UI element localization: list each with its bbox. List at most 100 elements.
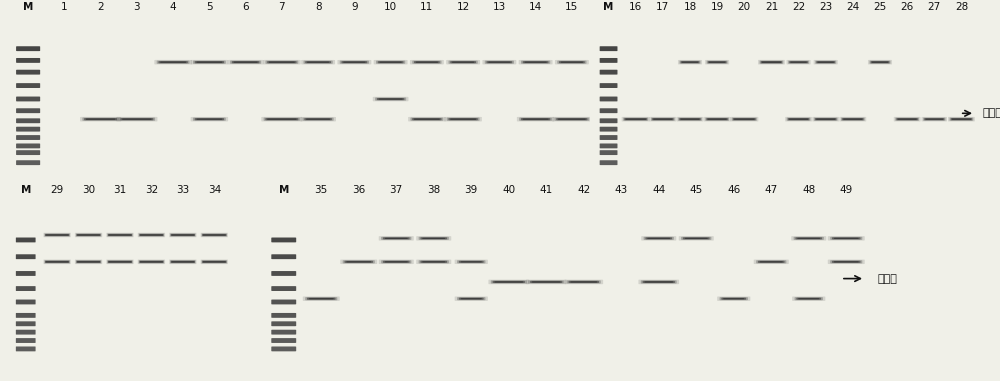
FancyBboxPatch shape	[638, 280, 679, 284]
Text: 未剪切: 未剪切	[983, 108, 1000, 118]
FancyBboxPatch shape	[267, 61, 297, 63]
FancyBboxPatch shape	[271, 330, 296, 335]
FancyBboxPatch shape	[171, 261, 195, 263]
FancyBboxPatch shape	[730, 117, 758, 122]
FancyBboxPatch shape	[203, 261, 226, 263]
FancyBboxPatch shape	[641, 280, 677, 283]
FancyBboxPatch shape	[816, 61, 835, 63]
FancyBboxPatch shape	[569, 281, 599, 283]
FancyBboxPatch shape	[679, 61, 701, 64]
FancyBboxPatch shape	[16, 58, 40, 63]
FancyBboxPatch shape	[344, 261, 373, 263]
FancyBboxPatch shape	[234, 62, 258, 63]
FancyBboxPatch shape	[600, 160, 617, 165]
FancyBboxPatch shape	[193, 61, 226, 64]
FancyBboxPatch shape	[191, 60, 228, 64]
FancyBboxPatch shape	[922, 117, 947, 122]
FancyBboxPatch shape	[948, 117, 975, 122]
FancyBboxPatch shape	[16, 237, 36, 242]
Text: 14: 14	[529, 2, 542, 12]
FancyBboxPatch shape	[16, 70, 40, 75]
FancyBboxPatch shape	[733, 118, 756, 120]
FancyBboxPatch shape	[795, 297, 823, 300]
FancyBboxPatch shape	[447, 118, 480, 121]
Text: 44: 44	[652, 185, 665, 195]
FancyBboxPatch shape	[419, 260, 449, 263]
FancyBboxPatch shape	[169, 259, 196, 264]
FancyBboxPatch shape	[412, 118, 442, 120]
FancyBboxPatch shape	[555, 60, 589, 64]
FancyBboxPatch shape	[488, 62, 511, 63]
FancyBboxPatch shape	[16, 83, 40, 88]
FancyBboxPatch shape	[952, 118, 971, 120]
FancyBboxPatch shape	[377, 98, 404, 100]
FancyBboxPatch shape	[16, 321, 36, 326]
FancyBboxPatch shape	[139, 261, 164, 263]
Text: 18: 18	[683, 2, 697, 12]
FancyBboxPatch shape	[557, 61, 586, 64]
FancyBboxPatch shape	[271, 271, 296, 276]
FancyBboxPatch shape	[832, 261, 860, 263]
FancyBboxPatch shape	[872, 62, 888, 63]
Text: 10: 10	[384, 2, 397, 12]
FancyBboxPatch shape	[412, 61, 441, 64]
FancyBboxPatch shape	[76, 261, 101, 263]
FancyBboxPatch shape	[787, 60, 811, 64]
FancyBboxPatch shape	[337, 60, 371, 64]
FancyBboxPatch shape	[494, 281, 523, 283]
Text: 37: 37	[390, 185, 403, 195]
Text: 15: 15	[565, 2, 578, 12]
FancyBboxPatch shape	[340, 61, 369, 64]
FancyBboxPatch shape	[555, 118, 589, 121]
FancyBboxPatch shape	[342, 61, 367, 63]
FancyBboxPatch shape	[677, 117, 703, 122]
Text: 26: 26	[901, 2, 914, 12]
FancyBboxPatch shape	[817, 62, 834, 63]
FancyBboxPatch shape	[265, 118, 298, 120]
FancyBboxPatch shape	[791, 236, 826, 240]
FancyBboxPatch shape	[705, 118, 729, 121]
FancyBboxPatch shape	[346, 261, 371, 263]
FancyBboxPatch shape	[559, 61, 585, 63]
Text: 4: 4	[170, 2, 176, 12]
FancyBboxPatch shape	[444, 117, 482, 122]
FancyBboxPatch shape	[709, 62, 725, 63]
FancyBboxPatch shape	[271, 313, 296, 318]
FancyBboxPatch shape	[600, 46, 617, 51]
FancyBboxPatch shape	[271, 254, 296, 259]
FancyBboxPatch shape	[109, 261, 131, 263]
Text: 43: 43	[615, 185, 628, 195]
FancyBboxPatch shape	[679, 118, 701, 120]
FancyBboxPatch shape	[171, 234, 194, 235]
FancyBboxPatch shape	[924, 118, 944, 120]
FancyBboxPatch shape	[195, 118, 224, 120]
FancyBboxPatch shape	[75, 233, 102, 237]
FancyBboxPatch shape	[373, 97, 408, 101]
FancyBboxPatch shape	[720, 297, 748, 300]
FancyBboxPatch shape	[379, 236, 414, 240]
FancyBboxPatch shape	[950, 118, 973, 121]
FancyBboxPatch shape	[558, 118, 586, 120]
FancyBboxPatch shape	[80, 117, 121, 122]
FancyBboxPatch shape	[385, 238, 408, 239]
FancyBboxPatch shape	[46, 234, 69, 235]
FancyBboxPatch shape	[561, 62, 583, 63]
FancyBboxPatch shape	[16, 144, 40, 148]
FancyBboxPatch shape	[376, 61, 405, 64]
Text: 24: 24	[846, 2, 859, 12]
FancyBboxPatch shape	[196, 62, 222, 63]
Text: 3: 3	[134, 2, 140, 12]
FancyBboxPatch shape	[16, 46, 40, 51]
FancyBboxPatch shape	[16, 127, 40, 131]
FancyBboxPatch shape	[201, 259, 228, 264]
FancyBboxPatch shape	[301, 60, 335, 64]
FancyBboxPatch shape	[707, 61, 728, 64]
FancyBboxPatch shape	[169, 233, 196, 237]
FancyBboxPatch shape	[828, 259, 865, 264]
Text: 34: 34	[208, 185, 221, 195]
FancyBboxPatch shape	[408, 117, 446, 122]
Text: 19: 19	[711, 2, 724, 12]
FancyBboxPatch shape	[895, 118, 919, 121]
FancyBboxPatch shape	[493, 281, 525, 283]
FancyBboxPatch shape	[524, 62, 547, 63]
